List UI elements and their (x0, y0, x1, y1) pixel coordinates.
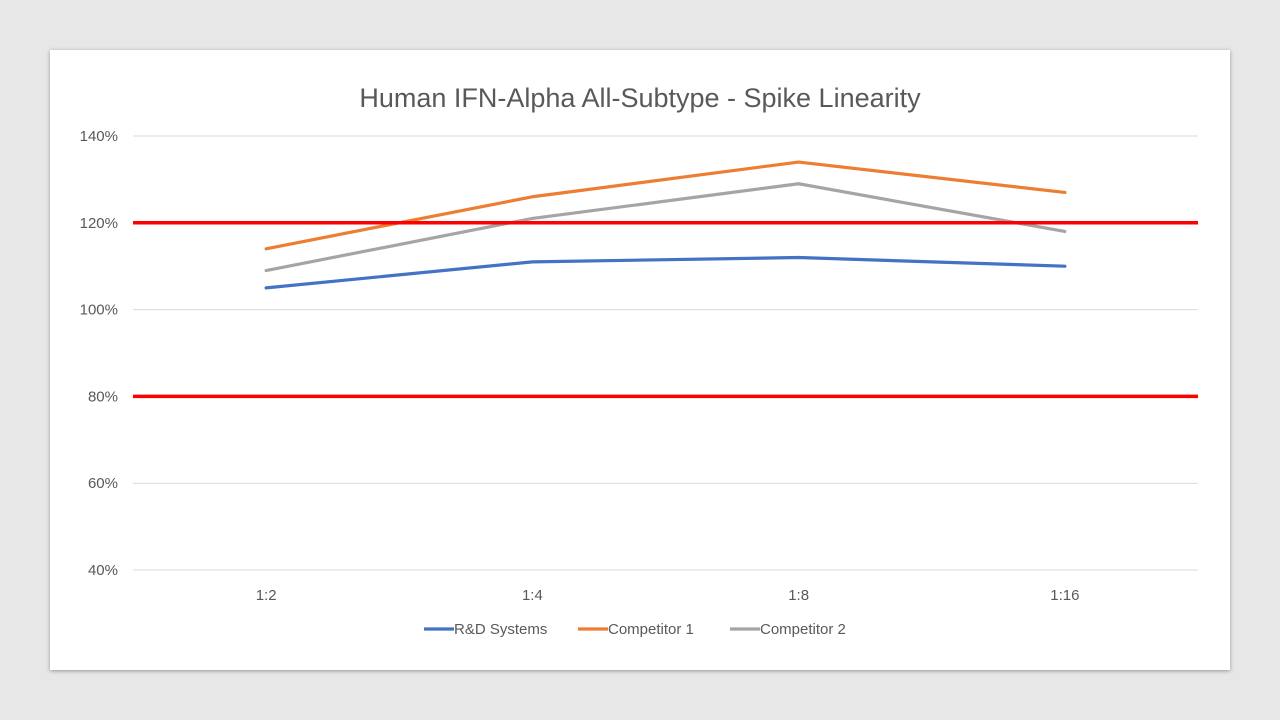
series-line-2 (264, 160, 1067, 251)
y-tick-label: 140% (80, 128, 118, 145)
legend-label: R&D Systems (454, 621, 547, 638)
reference-lines (133, 221, 1198, 399)
y-tick-label: 40% (88, 562, 118, 579)
y-tick-label: 60% (88, 475, 118, 492)
x-tick-label: 1:4 (522, 587, 543, 604)
x-axis-ticks: 1:2 1:4 1:8 1:16 (256, 587, 1080, 604)
y-tick-label: 100% (80, 302, 118, 319)
series-lines (264, 160, 1067, 290)
y-tick-label: 120% (80, 215, 118, 232)
chart-card (50, 50, 1230, 670)
y-tick-label: 80% (88, 388, 118, 405)
series-line-1 (264, 255, 1067, 290)
series-line-3 (264, 182, 1067, 273)
legend-label: Competitor 1 (608, 621, 694, 638)
chart-title: Human IFN-Alpha All-Subtype - Spike Line… (359, 83, 921, 113)
x-tick-label: 1:16 (1050, 587, 1079, 604)
x-tick-label: 1:8 (788, 587, 809, 604)
y-axis-ticks: 40% 60% 80% 100% 120% 140% (80, 128, 118, 579)
legend-label: Competitor 2 (760, 621, 846, 638)
legend: R&D Systems Competitor 1 Competitor 2 (424, 621, 846, 638)
x-tick-label: 1:2 (256, 587, 277, 604)
